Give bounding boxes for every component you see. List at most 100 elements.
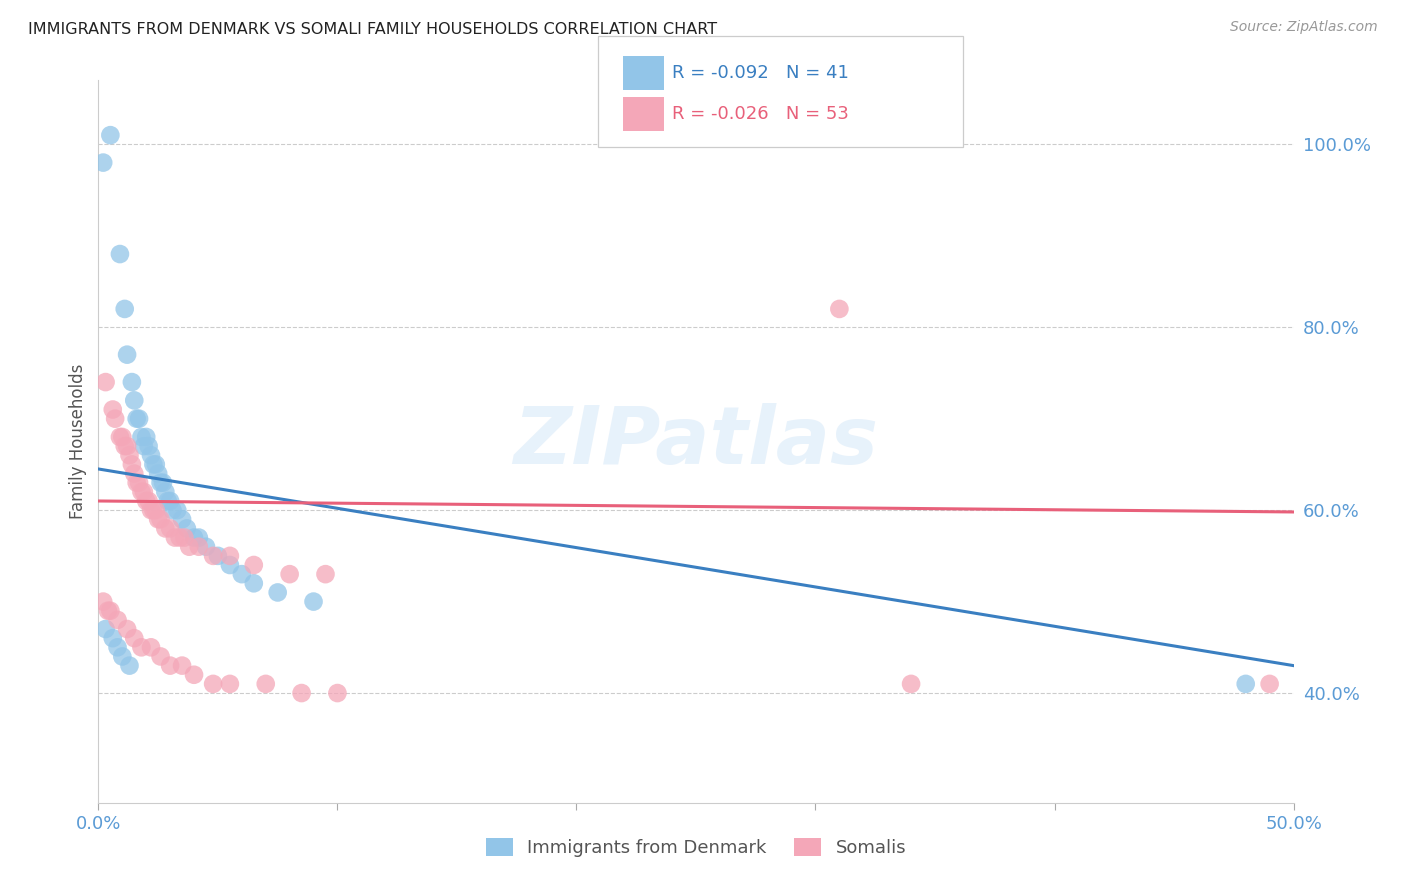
Point [115,622,138,636]
Text: R = -0.026   N = 53: R = -0.026 N = 53 [672,105,849,123]
Point [94,622,117,636]
Point [1234,677,1257,691]
Point [243,576,266,591]
Point [173,531,195,545]
Point [155,484,177,499]
Point [131,640,153,655]
Point [121,458,143,472]
Point [115,439,138,453]
Point [148,512,170,526]
Point [163,531,186,545]
Point [115,348,138,362]
Point [145,503,167,517]
Point [278,567,301,582]
Point [243,558,266,572]
Point [219,549,242,563]
Point [124,393,146,408]
Point [148,467,170,481]
Text: R = -0.092   N = 41: R = -0.092 N = 41 [672,64,849,82]
Point [326,686,349,700]
Point [159,494,181,508]
Point [97,604,120,618]
Point [114,301,136,316]
Point [138,494,160,508]
Point [155,521,177,535]
Point [183,531,205,545]
Point [172,658,194,673]
Point [131,430,153,444]
Point [169,531,191,545]
Text: ZIPatlas: ZIPatlas [513,402,879,481]
Point [183,667,205,681]
Point [101,402,124,417]
Point [202,549,225,563]
Point [125,411,148,425]
Point [98,128,122,143]
Point [267,585,290,599]
Point [162,503,184,517]
Point [149,512,172,526]
Point [315,567,337,582]
Point [152,475,174,490]
Point [124,467,146,481]
Point [124,631,146,645]
Point [145,458,167,472]
Text: IMMIGRANTS FROM DENMARK VS SOMALI FAMILY HOUSEHOLDS CORRELATION CHART: IMMIGRANTS FROM DENMARK VS SOMALI FAMILY… [28,22,717,37]
Point [195,540,218,554]
Point [138,439,160,453]
Point [139,640,162,655]
Point [101,631,124,645]
Point [135,494,157,508]
Point [94,375,117,389]
Point [91,155,114,169]
Point [111,430,134,444]
Point [128,475,150,490]
Point [302,594,325,608]
Point [159,658,181,673]
Point [291,686,314,700]
Point [142,458,165,472]
Point [159,521,181,535]
Point [132,439,155,453]
Point [231,567,253,582]
Point [139,503,162,517]
Point [128,411,150,425]
Legend: Immigrants from Denmark, Somalis: Immigrants from Denmark, Somalis [477,829,915,866]
Point [1258,677,1281,691]
Point [121,375,143,389]
Point [108,430,131,444]
Point [118,658,141,673]
Point [132,484,155,499]
Point [107,640,129,655]
Point [142,503,165,517]
Point [900,677,922,691]
Text: Source: ZipAtlas.com: Source: ZipAtlas.com [1230,20,1378,34]
Point [254,677,277,691]
Point [207,549,229,563]
Point [828,301,851,316]
Point [187,531,209,545]
Point [219,677,242,691]
Point [187,540,209,554]
Point [118,448,141,462]
Point [91,594,114,608]
Point [179,540,201,554]
Point [149,649,172,664]
Point [156,494,179,508]
Point [176,521,198,535]
Point [135,430,157,444]
Point [219,558,242,572]
Point [104,411,127,425]
Point [149,475,172,490]
Point [107,613,129,627]
Point [114,439,136,453]
Point [166,503,188,517]
Point [202,677,225,691]
Point [139,448,162,462]
Point [125,475,148,490]
Point [108,247,131,261]
Point [172,512,194,526]
Point [131,484,153,499]
Point [98,604,122,618]
Point [111,649,134,664]
